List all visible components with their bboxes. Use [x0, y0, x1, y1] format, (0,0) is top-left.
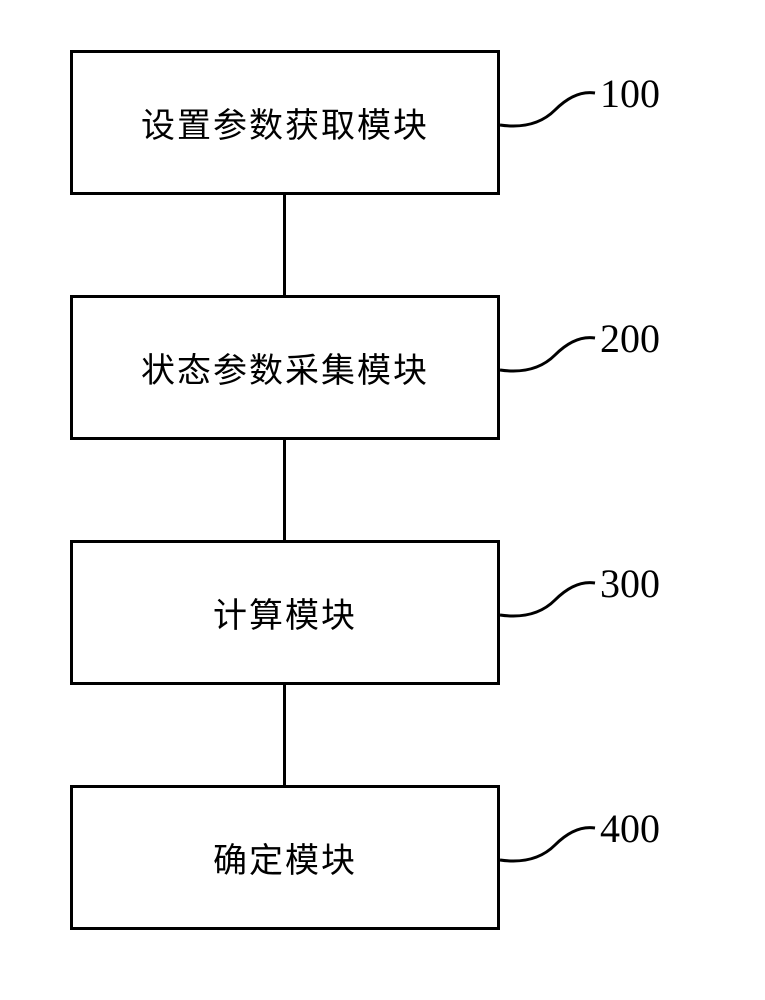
ref-label-200: 200 [600, 315, 660, 362]
ref-label-300: 300 [600, 560, 660, 607]
node-determine: 确定模块 [70, 785, 500, 930]
node-label: 状态参数采集模块 [141, 343, 429, 392]
ref-label-400: 400 [600, 805, 660, 852]
ref-label-100: 100 [600, 70, 660, 117]
edge-3-4 [283, 685, 286, 785]
callout-arc-300 [500, 565, 600, 635]
edge-1-2 [283, 195, 286, 295]
callout-arc-200 [500, 320, 600, 390]
node-settings-param: 设置参数获取模块 [70, 50, 500, 195]
node-label: 设置参数获取模块 [141, 98, 429, 147]
node-compute: 计算模块 [70, 540, 500, 685]
node-label: 确定模块 [213, 833, 357, 882]
edge-2-3 [283, 440, 286, 540]
callout-arc-400 [500, 810, 600, 880]
flowchart-container: 设置参数获取模块 状态参数采集模块 计算模块 确定模块 100 200 300 … [0, 0, 765, 1000]
node-state-param: 状态参数采集模块 [70, 295, 500, 440]
callout-arc-100 [500, 75, 600, 145]
node-label: 计算模块 [213, 588, 357, 637]
